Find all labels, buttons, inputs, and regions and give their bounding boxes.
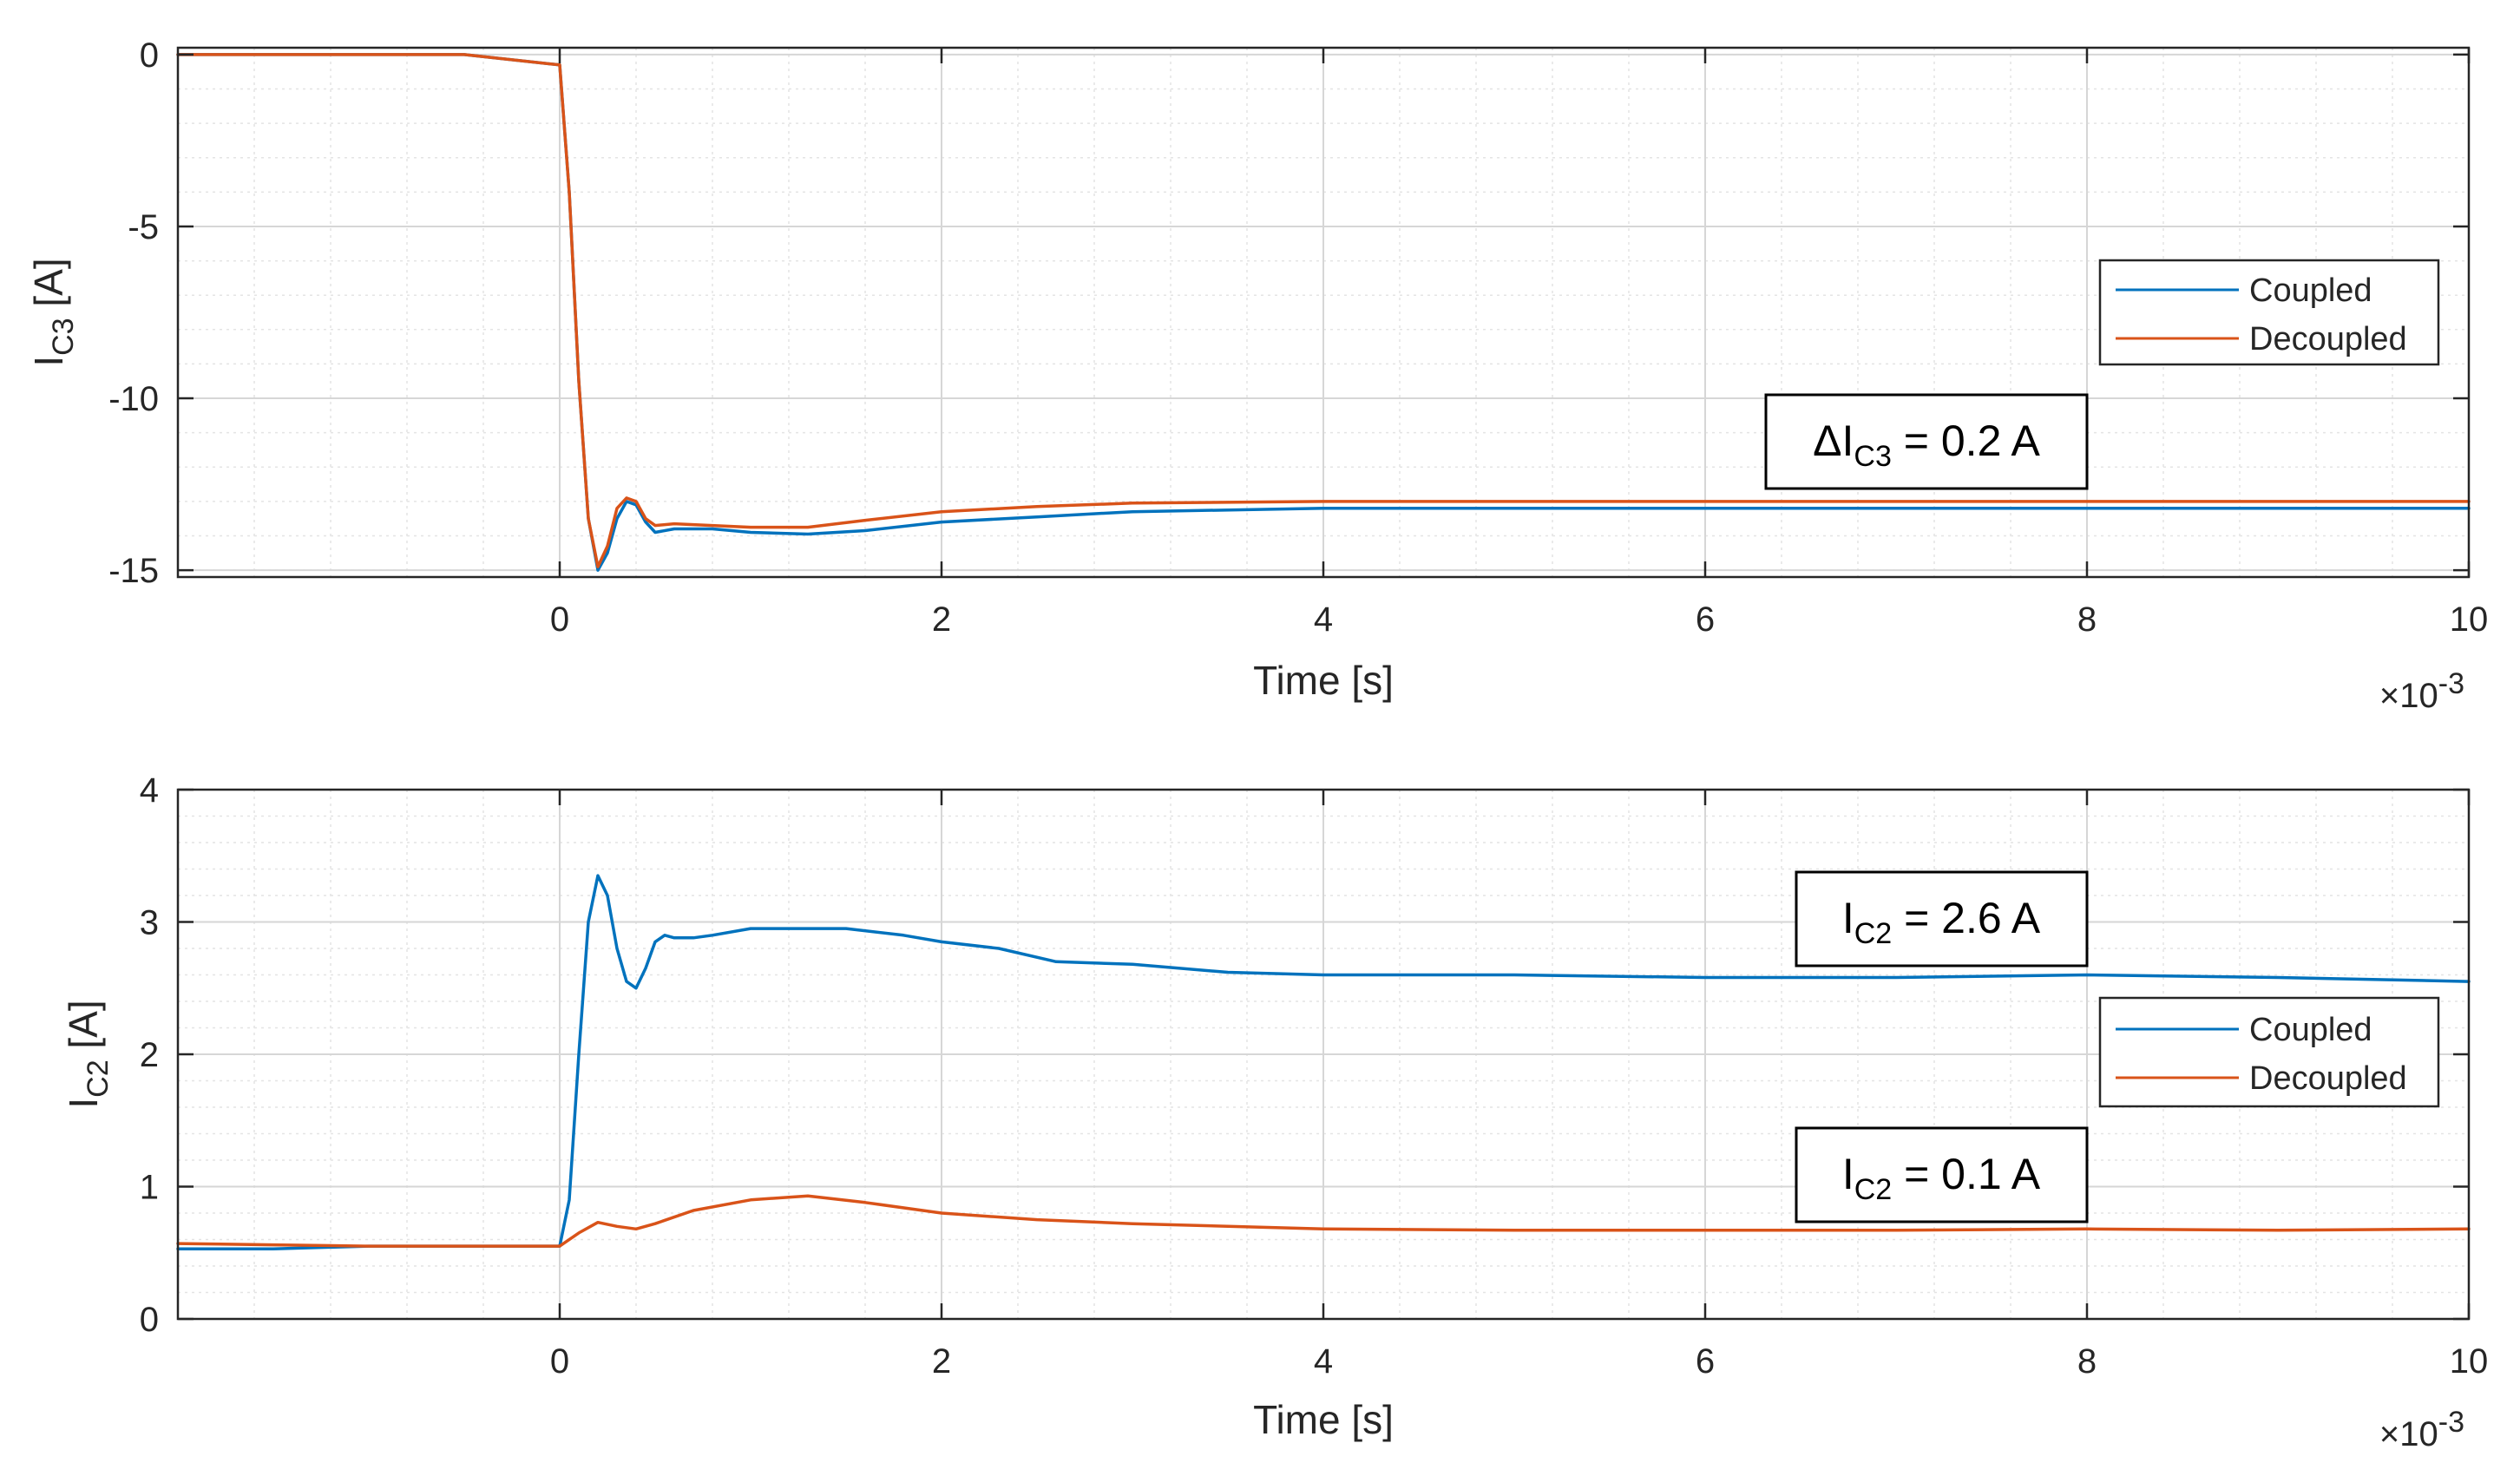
legend-box: [2098, 996, 2440, 1108]
y-tick-label: 3: [140, 904, 159, 942]
x-exponent-label: ×10-3: [2379, 1406, 2464, 1453]
x-tick-label: 8: [2077, 600, 2097, 639]
series-line-decoupled: [176, 1194, 2471, 1248]
series-lines: [176, 53, 2471, 572]
x-tick-label: 8: [2077, 1342, 2097, 1381]
x-tick-label: 6: [1696, 1342, 1715, 1381]
x-tick-label: 4: [1314, 1342, 1333, 1381]
x-exponent-label: ×10-3: [2379, 667, 2464, 715]
x-tick-labels: 0 2 4 6 8 10: [550, 600, 2488, 639]
y-axis-label: IC3 [A]: [26, 258, 80, 366]
x-tick-label: 0: [550, 1342, 569, 1381]
x-tick-labels: 0 2 4 6 8 10: [550, 1342, 2488, 1381]
tick-marks: [178, 788, 2471, 1321]
svg-text:ΔIC3 = 0.2 A: ΔIC3 = 0.2 A: [1813, 417, 2040, 473]
y-tick-label: 0: [140, 36, 159, 75]
x-tick-label: 2: [932, 600, 951, 639]
series-line-coupled: [176, 874, 2471, 1250]
legend: Coupled Decoupled: [2098, 996, 2440, 1108]
legend-label-coupled: Coupled: [2249, 1012, 2372, 1048]
series-line-decoupled: [176, 53, 2471, 568]
x-axis-label: Time [s]: [1253, 1397, 1394, 1442]
y-tick-label: 1: [140, 1169, 159, 1207]
legend-box: [2098, 259, 2440, 366]
x-tick-label: 2: [932, 1342, 951, 1381]
y-tick-label: 0: [140, 1301, 159, 1339]
legend: Coupled Decoupled: [2098, 259, 2440, 366]
svg-text:IC2 = 0.1 A: IC2 = 0.1 A: [1842, 1150, 2041, 1206]
legend-label-decoupled: Decoupled: [2249, 321, 2407, 358]
annotation-delta-ic3: ΔIC3 = 0.2 A: [1764, 393, 2089, 490]
x-tick-label: 10: [2450, 1342, 2489, 1381]
y-axis-label: IC2 [A]: [61, 1000, 115, 1108]
legend-label-decoupled: Decoupled: [2249, 1060, 2407, 1097]
y-tick-labels: 0 1 2 3 4: [140, 771, 159, 1339]
x-axis-label: Time [s]: [1253, 658, 1394, 703]
y-tick-label: 4: [140, 771, 159, 810]
y-tick-label: -5: [128, 208, 159, 246]
y-tick-labels: 0 -5 -10 -15: [108, 36, 159, 590]
y-tick-label: 2: [140, 1036, 159, 1074]
tick-marks: [178, 48, 2471, 577]
x-tick-label: 10: [2450, 600, 2489, 639]
y-tick-label: -10: [108, 380, 159, 418]
annotation-ic2-coupled: IC2 = 2.6 A: [1795, 870, 2089, 968]
chart-ic3: 0 2 4 6 8 10 0 -5 -10 -15 Time [s] ×10-3 IC3 [A]…: [26, 36, 2488, 715]
chart-ic2: 0 2 4 6 8 10 0 1 2 3 4 Time [s] ×10-3 IC2 [A] Cou…: [61, 771, 2488, 1453]
y-tick-label: -15: [108, 552, 159, 590]
x-tick-label: 6: [1696, 600, 1715, 639]
annotation-ic2-decoupled: IC2 = 0.1 A: [1795, 1126, 2089, 1223]
x-tick-label: 0: [550, 600, 569, 639]
series-lines: [176, 874, 2471, 1250]
legend-label-coupled: Coupled: [2249, 272, 2372, 309]
x-tick-label: 4: [1314, 600, 1333, 639]
svg-text:IC2 = 2.6 A: IC2 = 2.6 A: [1842, 894, 2041, 950]
